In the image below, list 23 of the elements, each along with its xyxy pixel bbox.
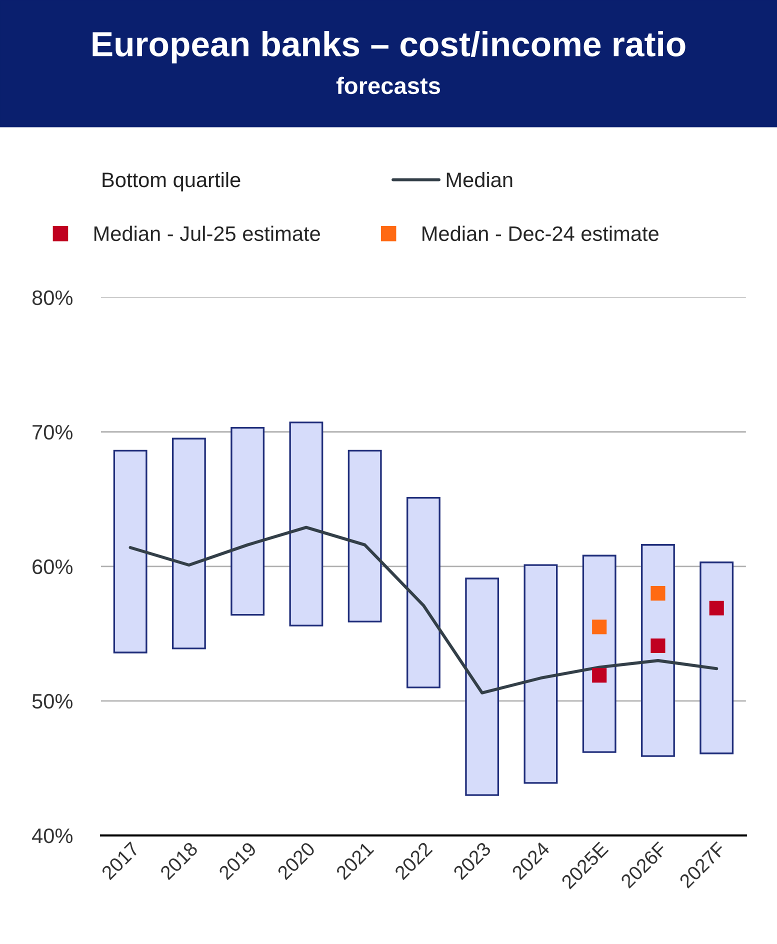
- y-tick-label: 40%: [32, 828, 72, 844]
- bar: [230, 427, 265, 616]
- bar: [582, 554, 616, 753]
- text: Bottom quartile: [102, 172, 240, 192]
- y-tick-label: 80%: [32, 290, 72, 306]
- bar: [348, 450, 382, 622]
- bar: [289, 422, 324, 626]
- chart-subtitle: forecasts: [336, 76, 440, 94]
- bar: [641, 544, 675, 757]
- bar: [172, 438, 206, 650]
- chart-title: European banks – cost/income ratio: [92, 31, 686, 64]
- bar: [113, 450, 148, 654]
- y-tick-label: 60%: [32, 559, 72, 574]
- bar: [524, 564, 558, 784]
- legend-label: Median - Jul-25 estimate: [94, 226, 320, 242]
- y-tick-label: 50%: [32, 694, 72, 709]
- bar: [406, 496, 440, 688]
- y-tick-label: 70%: [32, 424, 72, 440]
- line-series: [128, 526, 718, 694]
- bar: [700, 562, 734, 754]
- bar: [465, 578, 500, 796]
- legend-label: Median: [446, 172, 512, 188]
- legend-label: Median - Dec-24 estimate: [422, 226, 658, 242]
